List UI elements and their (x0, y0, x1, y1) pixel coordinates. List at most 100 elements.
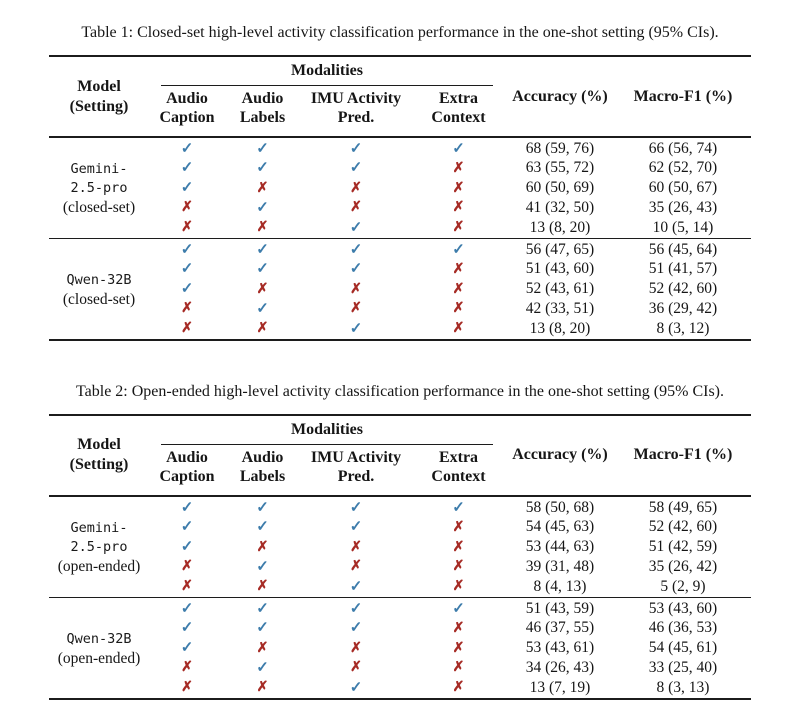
modality-mark-cell: ✓ (225, 260, 300, 280)
macro-f1-value: 52 (42, 60) (648, 518, 718, 536)
model-name-line: Qwen-32B (66, 630, 132, 647)
header-line: Labels (239, 109, 286, 126)
modality-mark-cell: ✗ (300, 179, 412, 199)
macro-f1-value: 5 (2, 9) (660, 577, 706, 595)
check-icon: ✓ (349, 499, 363, 516)
cross-icon: ✗ (350, 281, 362, 297)
table-2-head: Model (Setting) Modalities Accuracy (%) … (49, 414, 751, 497)
modality-mark-cell: ✓ (225, 518, 300, 538)
modality-mark-cell: ✗ (149, 678, 225, 699)
check-icon: ✓ (256, 300, 269, 317)
cross-icon: ✗ (181, 321, 193, 337)
modality-mark-cell: ✓ (300, 596, 412, 619)
check-icon: ✓ (256, 141, 269, 157)
modality-mark-cell: ✗ (412, 280, 505, 300)
accuracy-value: 39 (31, 48) (525, 557, 595, 575)
table-1-body: Gemini- 2.5-pro (closed-set) ✓ ✓ ✓ ✓ 68 (59, 76… (49, 136, 751, 340)
check-icon: ✓ (349, 578, 363, 595)
check-icon: ✓ (256, 600, 269, 617)
modality-mark-cell: ✗ (149, 218, 225, 238)
modalities-label: Modalities (161, 420, 493, 445)
modality-mark-cell: ✓ (300, 577, 412, 597)
check-icon: ✓ (349, 519, 363, 536)
modality-mark-cell: ✗ (300, 557, 412, 577)
check-icon: ✓ (349, 160, 363, 177)
cross-icon: ✗ (452, 539, 465, 555)
header-line: Audio (166, 90, 208, 107)
cross-icon: ✗ (452, 261, 465, 277)
macro-f1-value: 60 (50, 67) (648, 179, 718, 197)
cross-icon: ✗ (181, 680, 193, 696)
table-row: ✗ ✓ ✗ ✗ 42 (33, 51) 36 (29, 42) (49, 299, 751, 319)
modality-mark-cell: ✗ (225, 179, 300, 199)
check-icon: ✓ (452, 499, 465, 516)
modality-mark-cell: ✓ (412, 136, 505, 159)
audio-labels-header: Audio Labels (225, 444, 300, 497)
accuracy-value: 13 (7, 19) (529, 678, 591, 696)
macro-f1-value: 52 (42, 60) (648, 280, 718, 298)
macro-f1-value: 56 (45, 64) (615, 237, 751, 260)
model-label: Qwen-32B (open-ended) (49, 596, 149, 699)
check-icon: ✓ (256, 620, 269, 637)
cross-icon: ✗ (181, 200, 193, 216)
cross-icon: ✗ (452, 620, 465, 636)
check-icon: ✓ (180, 600, 194, 617)
header-row-top: Model (Setting) Modalities Accuracy (%) … (49, 56, 751, 138)
macro-f1-value: 66 (56, 74) (615, 136, 751, 159)
table-2-caption: Table 2: Open-ended high-level activity … (75, 382, 724, 400)
table-row: ✗ ✓ ✗ ✗ 41 (32, 50) 35 (26, 43) (49, 198, 751, 218)
check-icon: ✓ (256, 160, 269, 177)
modality-mark-cell: ✗ (149, 198, 225, 218)
cross-icon: ✗ (452, 281, 465, 297)
macro-f1-value: 58 (49, 65) (615, 495, 751, 518)
audio-caption-header: Audio Caption (149, 444, 225, 497)
modality-mark-cell: ✗ (149, 299, 225, 319)
check-icon: ✓ (349, 600, 363, 617)
accuracy-value: 8 (4, 13) (533, 577, 587, 595)
cross-icon: ✗ (256, 640, 269, 656)
macro-f1-value: 46 (36, 53) (648, 619, 718, 637)
check-icon: ✓ (180, 539, 194, 556)
modality-mark-cell: ✓ (149, 237, 225, 260)
table-1-head: Model (Setting) Modalities Accuracy (%) … (49, 56, 751, 138)
check-icon: ✓ (349, 219, 363, 236)
modality-mark-cell: ✗ (412, 218, 505, 238)
modality-mark-cell: ✗ (300, 299, 412, 319)
modality-mark-cell: ✗ (225, 319, 300, 340)
cross-icon: ✗ (452, 200, 465, 216)
modality-mark-cell: ✗ (225, 280, 300, 300)
macro-f1-value: 10 (5, 14) (652, 218, 714, 236)
modality-mark-cell: ✓ (149, 619, 225, 639)
check-icon: ✓ (349, 241, 363, 258)
modality-mark-cell: ✗ (412, 557, 505, 577)
macro-f1-header: Macro-F1 (%) (615, 414, 751, 497)
cross-icon: ✗ (256, 281, 269, 297)
macro-f1-value: 8 (3, 13) (656, 678, 710, 696)
cross-icon: ✗ (350, 180, 362, 196)
check-icon: ✓ (256, 199, 269, 216)
modality-mark-cell: ✗ (412, 619, 505, 639)
header-row-top: Model (Setting) Modalities Accuracy (%) … (49, 414, 751, 497)
table-1: Model (Setting) Modalities Accuracy (%) … (49, 55, 751, 341)
modality-mark-cell: ✗ (225, 678, 300, 699)
cross-icon: ✗ (350, 200, 362, 216)
cross-icon: ✗ (256, 321, 269, 337)
modality-mark-cell: ✓ (225, 557, 300, 577)
modality-mark-cell: ✓ (225, 198, 300, 218)
check-icon: ✓ (180, 499, 194, 516)
table-row: ✗ ✗ ✓ ✗ 8 (4, 13) 5 (2, 9) (49, 577, 751, 597)
imu-activity-pred-header: IMU Activity Pred. (300, 444, 412, 497)
table-2: Model (Setting) Modalities Accuracy (%) … (49, 413, 751, 700)
model-name-line: Qwen-32B (66, 271, 132, 288)
model-setting: (open-ended) (57, 558, 141, 576)
modality-mark-cell: ✓ (225, 299, 300, 319)
table-row: Gemini- 2.5-pro (open-ended) ✓ ✓ ✓ ✓ 58 (50, 68… (49, 495, 751, 598)
cross-icon: ✗ (350, 301, 362, 317)
modality-mark-cell: ✓ (149, 280, 225, 300)
modality-mark-cell: ✗ (412, 639, 505, 659)
header-row-sub: Audio Caption Audio Labels IMU Activity … (49, 444, 751, 497)
accuracy-header: Accuracy (%) (505, 414, 615, 497)
cross-icon: ✗ (256, 220, 269, 236)
header-line: Audio (241, 90, 284, 107)
